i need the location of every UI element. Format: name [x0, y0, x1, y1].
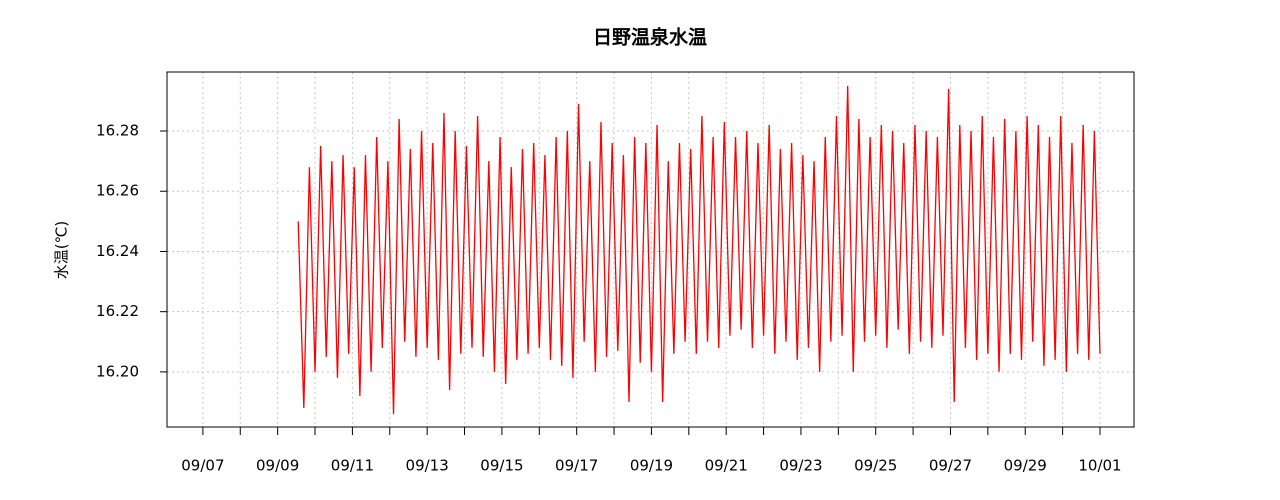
x-tick-label: 09/23: [779, 457, 822, 475]
x-tick-label: 09/21: [705, 457, 748, 475]
x-tick-label: 10/01: [1078, 457, 1121, 475]
y-tick-label: 16.28: [96, 122, 139, 140]
plot-border: [166, 71, 1135, 428]
x-tick-label: 09/15: [480, 457, 523, 475]
x-tick-label: 09/09: [256, 457, 299, 475]
x-tick-label: 09/13: [406, 457, 449, 475]
x-tick-label: 09/19: [630, 457, 673, 475]
data-line: [297, 85, 1101, 415]
y-tick-label: 16.22: [96, 302, 139, 320]
y-tick-label: 16.20: [96, 362, 139, 380]
x-tick-label: 09/29: [1004, 457, 1047, 475]
plot-area: [297, 85, 1101, 415]
x-tick-label: 09/27: [929, 457, 972, 475]
x-tick-label: 09/07: [181, 457, 224, 475]
x-tick-label: 09/25: [854, 457, 897, 475]
y-tick-label: 16.26: [96, 182, 139, 200]
x-tick-label: 09/17: [555, 457, 598, 475]
y-tick-label: 16.24: [96, 242, 139, 260]
axes: 16.20 16.22 16.24 16.26 16.28 09/07 09/09 09/11…: [96, 122, 1122, 475]
y-axis-label: 水温(℃): [53, 221, 71, 280]
x-tick-label: 09/11: [331, 457, 374, 475]
chart-title: 日野温泉水温: [593, 26, 707, 49]
